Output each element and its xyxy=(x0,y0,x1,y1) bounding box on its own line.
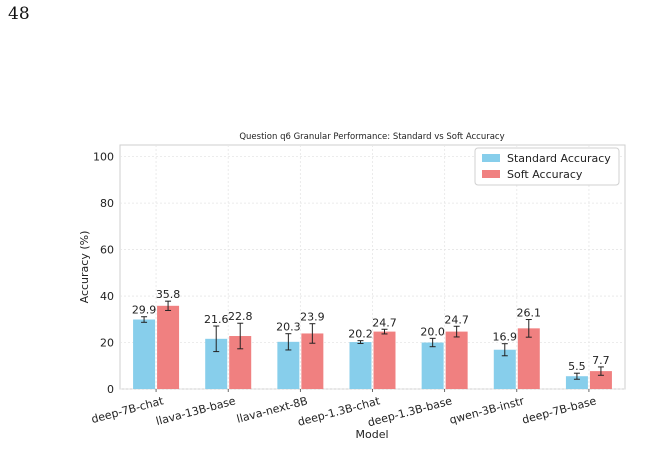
bar-soft xyxy=(589,371,612,389)
legend-label-soft: Soft Accuracy xyxy=(507,168,583,181)
chart-title: Question q6 Granular Performance: Standa… xyxy=(239,132,504,142)
x-tick-label: deep-7B-base xyxy=(521,394,598,426)
data-label: 20.3 xyxy=(276,321,301,334)
y-tick-label: 100 xyxy=(93,151,114,164)
x-tick-label: deep-7B-chat xyxy=(90,394,166,426)
bar-standard xyxy=(493,349,516,389)
bar-soft xyxy=(445,331,468,389)
bar-standard xyxy=(421,342,444,389)
bar-soft xyxy=(373,331,396,389)
data-label: 35.8 xyxy=(156,288,181,301)
x-tick-label: deep-1.3B-base xyxy=(366,394,453,429)
y-tick-label: 80 xyxy=(100,197,114,210)
data-label: 24.7 xyxy=(444,313,469,326)
x-axis-label: Model xyxy=(355,428,388,441)
data-label: 5.5 xyxy=(568,360,586,373)
x-axis-ticks: deep-7B-chatllava-13B-basellava-next-8Bd… xyxy=(90,389,598,429)
legend-swatch-soft xyxy=(482,170,500,178)
y-axis-ticks: 0 20 40 60 80 100 xyxy=(93,151,114,396)
bar-standard xyxy=(565,376,588,389)
data-label: 24.7 xyxy=(372,316,397,329)
bar-soft xyxy=(229,336,252,389)
bar-standard xyxy=(133,319,156,389)
bars: 29.935.821.6 22.820.323.920.224.720.024.7… xyxy=(132,288,612,389)
x-tick-label: llava-13B-base xyxy=(155,394,238,428)
legend-swatch-standard xyxy=(482,154,500,162)
y-axis-label: Accuracy (%) xyxy=(78,231,91,304)
y-tick-label: 0 xyxy=(107,383,114,396)
grid xyxy=(120,145,625,390)
y-tick-label: 60 xyxy=(100,244,114,257)
bar-standard xyxy=(349,342,372,389)
bar-soft xyxy=(157,305,180,389)
bar-soft xyxy=(301,333,324,389)
bar-standard xyxy=(277,341,300,389)
legend-label-standard: Standard Accuracy xyxy=(507,152,611,165)
data-label: 23.9 xyxy=(300,311,325,324)
y-tick-label: 40 xyxy=(100,290,114,303)
data-label: 26.1 xyxy=(517,307,542,320)
x-tick-label: qwen-3B-instr xyxy=(448,394,526,427)
data-label: 29.9 xyxy=(132,304,157,317)
legend-box xyxy=(474,147,620,186)
legend: Standard Accuracy Soft Accuracy xyxy=(474,147,620,186)
page-number: 48 xyxy=(8,4,30,24)
bar-standard xyxy=(205,338,228,389)
bar-soft xyxy=(517,328,540,389)
data-label: 20.0 xyxy=(420,325,445,338)
y-tick-label: 20 xyxy=(100,337,114,350)
data-label: 21.6 xyxy=(204,313,229,326)
data-label: 20.2 xyxy=(348,328,373,341)
data-label: 7.7 xyxy=(592,354,610,367)
data-label: 16.9 xyxy=(493,331,518,344)
data-label: 22.8 xyxy=(228,310,253,323)
